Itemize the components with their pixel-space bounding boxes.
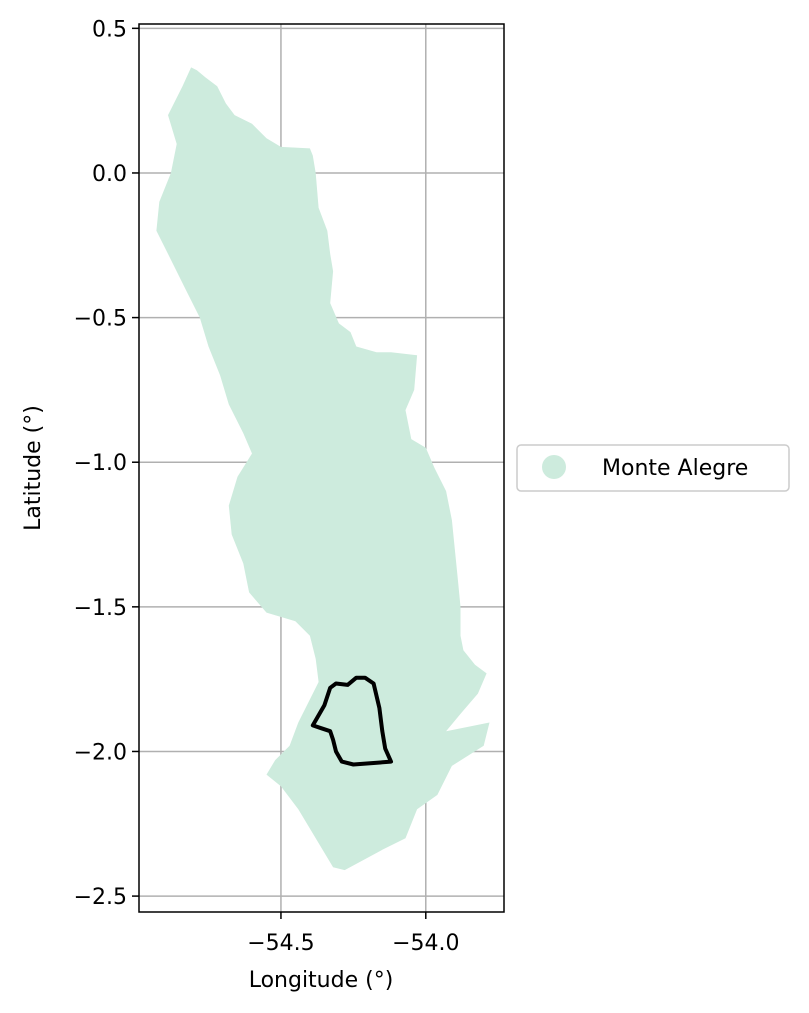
monte-alegre-region [156, 67, 490, 871]
axes-frame [138, 23, 505, 913]
y-tick-label: −2.5 [74, 885, 127, 910]
legend-marker [542, 455, 566, 479]
y-tick-label: −1.5 [74, 596, 127, 621]
x-axis-label: Longitude (°) [249, 968, 394, 993]
legend: Monte Alegre [516, 444, 790, 492]
study-area-outline [310, 675, 393, 767]
y-tick-label: −0.5 [74, 307, 127, 332]
y-tick-label: 0.5 [92, 17, 127, 42]
legend-label: Monte Alegre [602, 456, 748, 481]
y-tick-label: −1.0 [74, 451, 127, 476]
x-tick-label: −54.0 [392, 931, 459, 956]
legend-box [516, 444, 790, 492]
y-axis-label: Latitude (°) [21, 405, 46, 531]
y-tick-label: 0.0 [92, 162, 127, 187]
y-tick-label: −2.0 [74, 740, 127, 765]
y-ticks: 0.5 0.0 −0.5 −1.0 −1.5 −2.0 −2.5 [74, 17, 139, 910]
x-tick-label: −54.5 [247, 931, 314, 956]
x-ticks: −54.5 −54.0 [247, 912, 459, 956]
